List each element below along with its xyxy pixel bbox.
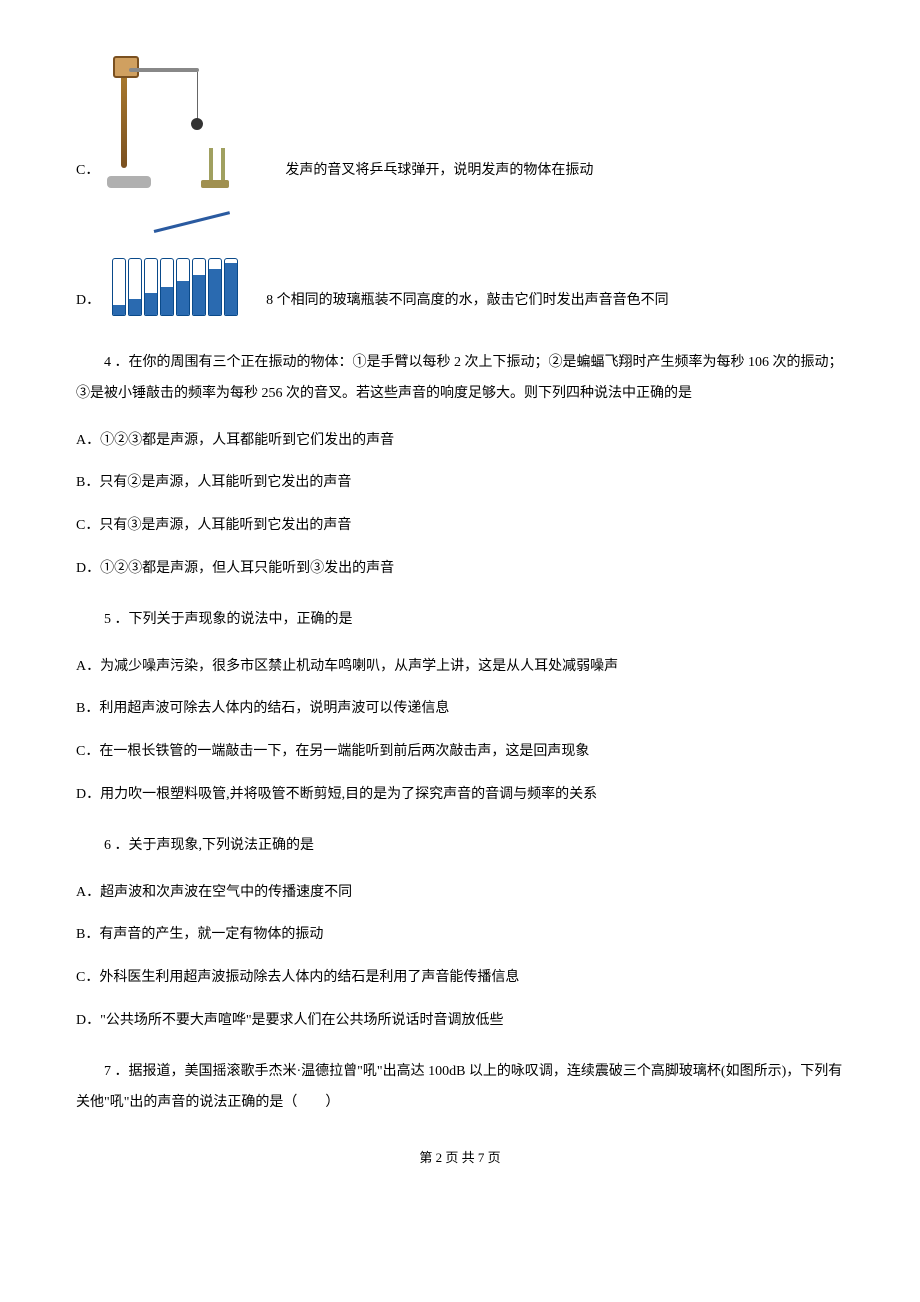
bottle bbox=[208, 258, 222, 316]
fork-prong bbox=[209, 148, 213, 182]
question-5-option-b: B．利用超声波可除去人体内的结石，说明声波可以传递信息 bbox=[76, 694, 844, 725]
tuning-fork-string bbox=[197, 72, 198, 122]
question-4-option-c: C．只有③是声源，人耳能听到它发出的声音 bbox=[76, 511, 844, 542]
question-5-option-a: A．为减少噪声污染，很多市区禁止机动车鸣喇叭，从声学上讲，这是从人耳处减弱噪声 bbox=[76, 652, 844, 683]
tuning-fork bbox=[207, 148, 227, 182]
bottle-water bbox=[145, 293, 157, 315]
page-footer: 第 2 页 共 7 页 bbox=[76, 1148, 844, 1169]
question-6-option-d: D．"公共场所不要大声喧哗"是要求人们在公共场所说话时音调放低些 bbox=[76, 1006, 844, 1037]
bottles-figure bbox=[108, 230, 238, 320]
option-c-row: C． 发声的音叉将乒乓球弹开，说明发声的物体在振动 bbox=[76, 50, 844, 190]
question-4-option-a: A．①②③都是声源，人耳都能听到它们发出的声音 bbox=[76, 426, 844, 457]
bottle-water bbox=[161, 287, 173, 315]
question-4-option-b: B．只有②是声源，人耳能听到它发出的声音 bbox=[76, 468, 844, 499]
bottle bbox=[128, 258, 142, 316]
bottle-water bbox=[129, 299, 141, 315]
question-7-stem: 7 ．据报道，美国摇滚歌手杰米·温德拉曾"吼"出高达 100dB 以上的咏叹调，… bbox=[76, 1057, 844, 1119]
question-5-option-d: D．用力吹一根塑料吸管,并将吸管不断剪短,目的是为了探究声音的音调与频率的关系 bbox=[76, 780, 844, 811]
question-4: 4 ．在你的周围有三个正在振动的物体：①是手臂以每秒 2 次上下振动；②是蝙蝠飞… bbox=[76, 348, 844, 585]
question-6-stem: 6 ．关于声现象,下列说法正确的是 bbox=[76, 831, 844, 862]
bottle bbox=[176, 258, 190, 316]
tuning-fork-figure bbox=[107, 50, 257, 190]
fork-prong bbox=[221, 148, 225, 182]
question-4-option-d: D．①②③都是声源，但人耳只能听到③发出的声音 bbox=[76, 554, 844, 585]
option-d-row: D． 8 个相同的玻璃瓶装不同高度的水，敲击它们时发出声音音色不同 bbox=[76, 230, 844, 320]
tuning-fork-clamp bbox=[113, 56, 139, 78]
bottle bbox=[112, 258, 126, 316]
page-container: C． 发声的音叉将乒乓球弹开，说明发声的物体在振动 D． 8 个相同的玻璃瓶装不… bbox=[0, 0, 920, 1199]
question-5-option-c: C．在一根长铁管的一端敲击一下，在另一端能听到前后两次敲击声，这是回声现象 bbox=[76, 737, 844, 768]
bottle-water bbox=[193, 275, 205, 315]
question-6: 6 ．关于声现象,下列说法正确的是 A．超声波和次声波在空气中的传播速度不同 B… bbox=[76, 831, 844, 1037]
question-6-option-a: A．超声波和次声波在空气中的传播速度不同 bbox=[76, 878, 844, 909]
bottle-water bbox=[113, 305, 125, 315]
tuning-fork-ball bbox=[191, 118, 203, 130]
bottle bbox=[192, 258, 206, 316]
bottle-water bbox=[177, 281, 189, 315]
bottle bbox=[144, 258, 158, 316]
question-4-stem: 4 ．在你的周围有三个正在振动的物体：①是手臂以每秒 2 次上下振动；②是蝙蝠飞… bbox=[76, 348, 844, 410]
question-5-stem: 5 ．下列关于声现象的说法中，正确的是 bbox=[76, 605, 844, 636]
option-d-letter: D． bbox=[76, 290, 100, 312]
fork-base bbox=[201, 180, 229, 188]
option-d-text: 8 个相同的玻璃瓶装不同高度的水，敲击它们时发出声音音色不同 bbox=[266, 290, 669, 312]
tuning-fork-arm bbox=[129, 68, 199, 72]
question-7: 7 ．据报道，美国摇滚歌手杰米·温德拉曾"吼"出高达 100dB 以上的咏叹调，… bbox=[76, 1057, 844, 1119]
bottles-stick bbox=[154, 211, 230, 233]
question-5: 5 ．下列关于声现象的说法中，正确的是 A．为减少噪声污染，很多市区禁止机动车鸣… bbox=[76, 605, 844, 811]
option-c-text: 发声的音叉将乒乓球弹开，说明发声的物体在振动 bbox=[285, 160, 593, 182]
question-6-option-b: B．有声音的产生，就一定有物体的振动 bbox=[76, 920, 844, 951]
bottle-water bbox=[209, 269, 221, 315]
tuning-fork-base bbox=[107, 176, 151, 188]
bottle bbox=[224, 258, 238, 316]
bottle bbox=[160, 258, 174, 316]
bottle-water bbox=[225, 263, 237, 315]
option-c-letter: C． bbox=[76, 160, 99, 182]
question-6-option-c: C．外科医生利用超声波振动除去人体内的结石是利用了声音能传播信息 bbox=[76, 963, 844, 994]
